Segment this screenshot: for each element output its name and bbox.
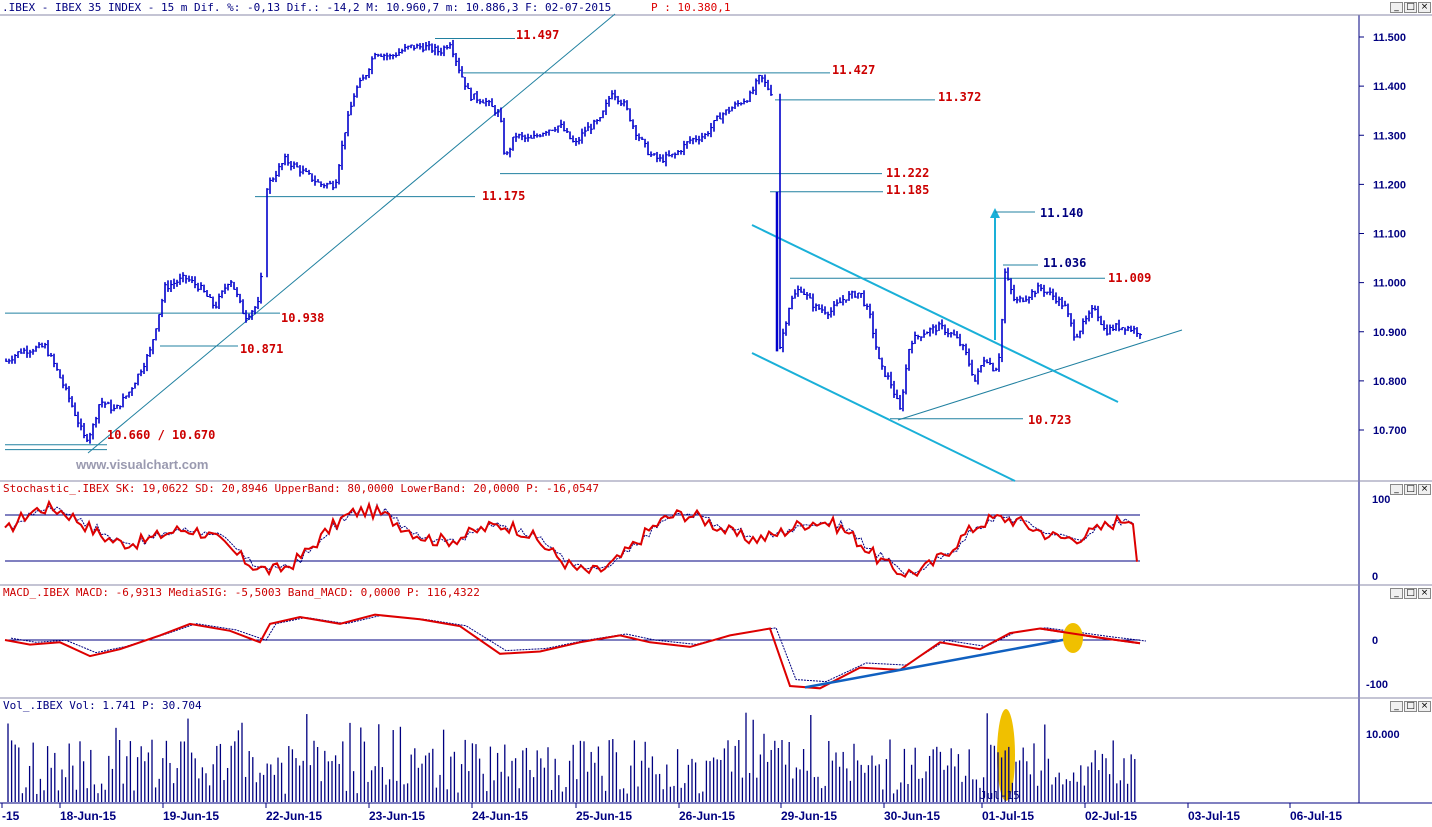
level-label-11.185: 11.185	[886, 183, 929, 197]
date-tick-label: 22-Jun-15	[266, 809, 322, 823]
date-tick-label: -15	[2, 809, 20, 823]
macd-axis-0: 0	[1372, 635, 1378, 647]
date-axis: -15 18-Jun-15 19-Jun-15 22-Jun-15 23-Jun-15 2…	[1, 803, 1342, 823]
price-tick-label: 11.100	[1373, 229, 1406, 241]
level-label-11.372: 11.372	[938, 90, 981, 104]
price-axis: 11.500 11.400 11.300 11.200 11.100 11.000 10.9…	[1359, 32, 1407, 437]
date-tick-label: 29-Jun-15	[781, 809, 837, 823]
macd-line	[4, 613, 1141, 690]
stochastic-panel	[4, 499, 1140, 578]
rising-trendline	[87, 13, 616, 454]
date-tick-label: 30-Jun-15	[884, 809, 940, 823]
date-tick-label: 18-Jun-15	[60, 809, 116, 823]
watermark: www.visualchart.com	[75, 457, 208, 472]
date-tick-label: 06-Jul-15	[1290, 809, 1342, 823]
stochastic-maximize-button[interactable]: □	[1404, 484, 1417, 495]
level-label-11.497: 11.497	[516, 28, 559, 42]
stochastic-axis-0: 0	[1372, 571, 1378, 583]
date-tick-label: 03-Jul-15	[1188, 809, 1240, 823]
stochastic-axis-100: 100	[1372, 494, 1390, 506]
stochastic-label: Stochastic_.IBEX SK: 19,0622 SD: 20,8946…	[3, 482, 599, 495]
volume-label: Vol_.IBEX Vol: 1.741 P: 30.704	[3, 699, 202, 712]
level-label-11.427: 11.427	[832, 63, 875, 77]
price-bars	[5, 39, 1142, 444]
minimize-button[interactable]: _	[1390, 2, 1403, 13]
support-trendline	[897, 329, 1183, 421]
level-label-11.036: 11.036	[1043, 256, 1086, 270]
channel-lower	[751, 352, 1016, 482]
volume-axis-10000: 10.000	[1366, 729, 1400, 741]
volume-close-button[interactable]: ×	[1418, 701, 1431, 712]
level-label-10.660 / 10.670: 10.660 / 10.670	[107, 428, 215, 442]
price-tick-label: 11.000	[1373, 278, 1406, 290]
channel-upper	[751, 224, 1119, 403]
volume-highlight-label: Jul-15	[980, 789, 1020, 802]
stochastic-close-button[interactable]: ×	[1418, 484, 1431, 495]
macd-minimize-button[interactable]: _	[1390, 588, 1403, 599]
macd-maximize-button[interactable]: □	[1404, 588, 1417, 599]
stochastic-sk-line	[4, 499, 1138, 578]
date-tick-label: 23-Jun-15	[369, 809, 425, 823]
chart-header-title: .IBEX - IBEX 35 INDEX - 15 m Dif. %: -0,…	[2, 1, 611, 14]
volume-maximize-button[interactable]: □	[1404, 701, 1417, 712]
price-tick-label: 10.700	[1373, 425, 1407, 437]
macd-axis-minus100: -100	[1366, 679, 1388, 691]
price-tick-label: 11.200	[1373, 179, 1406, 191]
level-label-11.140: 11.140	[1040, 206, 1083, 220]
date-tick-label: 26-Jun-15	[679, 809, 735, 823]
level-label-10.871: 10.871	[240, 342, 283, 356]
date-tick-label: 25-Jun-15	[576, 809, 632, 823]
trend-drawings	[5, 13, 1183, 482]
price-tick-label: 10.900	[1373, 327, 1407, 339]
level-label-10.938: 10.938	[281, 311, 324, 325]
price-tick-label: 11.500	[1373, 32, 1406, 44]
level-label-11.009: 11.009	[1108, 271, 1151, 285]
price-tick-label: 10.800	[1373, 376, 1407, 388]
date-tick-label: 24-Jun-15	[472, 809, 528, 823]
date-tick-label: 01-Jul-15	[982, 809, 1034, 823]
level-label-10.723: 10.723	[1028, 413, 1071, 427]
macd-close-button[interactable]: ×	[1418, 588, 1431, 599]
close-button[interactable]: ×	[1418, 2, 1431, 13]
macd-divergence-line	[804, 637, 1071, 689]
date-tick-label: 19-Jun-15	[163, 809, 219, 823]
level-labels: 11.497 11.427 11.372 11.222 11.185 11.175 11.1…	[107, 28, 1151, 442]
price-tick-label: 11.400	[1373, 81, 1406, 93]
macd-line-overlay	[1039, 627, 1141, 645]
date-tick-label: 02-Jul-15	[1085, 809, 1137, 823]
chart-header-p-value: P : 10.380,1	[651, 1, 730, 14]
macd-panel	[4, 613, 1147, 690]
target-arrow-head	[990, 208, 1000, 218]
maximize-button[interactable]: □	[1404, 2, 1417, 13]
level-label-11.222: 11.222	[886, 166, 929, 180]
volume-panel	[7, 709, 1136, 802]
stochastic-minimize-button[interactable]: _	[1390, 484, 1403, 495]
volume-minimize-button[interactable]: _	[1390, 701, 1403, 712]
macd-label: MACD_.IBEX MACD: -6,9313 MediaSIG: -5,50…	[3, 586, 480, 599]
price-tick-label: 11.300	[1373, 130, 1406, 142]
level-label-11.175: 11.175	[482, 189, 525, 203]
macd-highlight	[1063, 623, 1083, 653]
